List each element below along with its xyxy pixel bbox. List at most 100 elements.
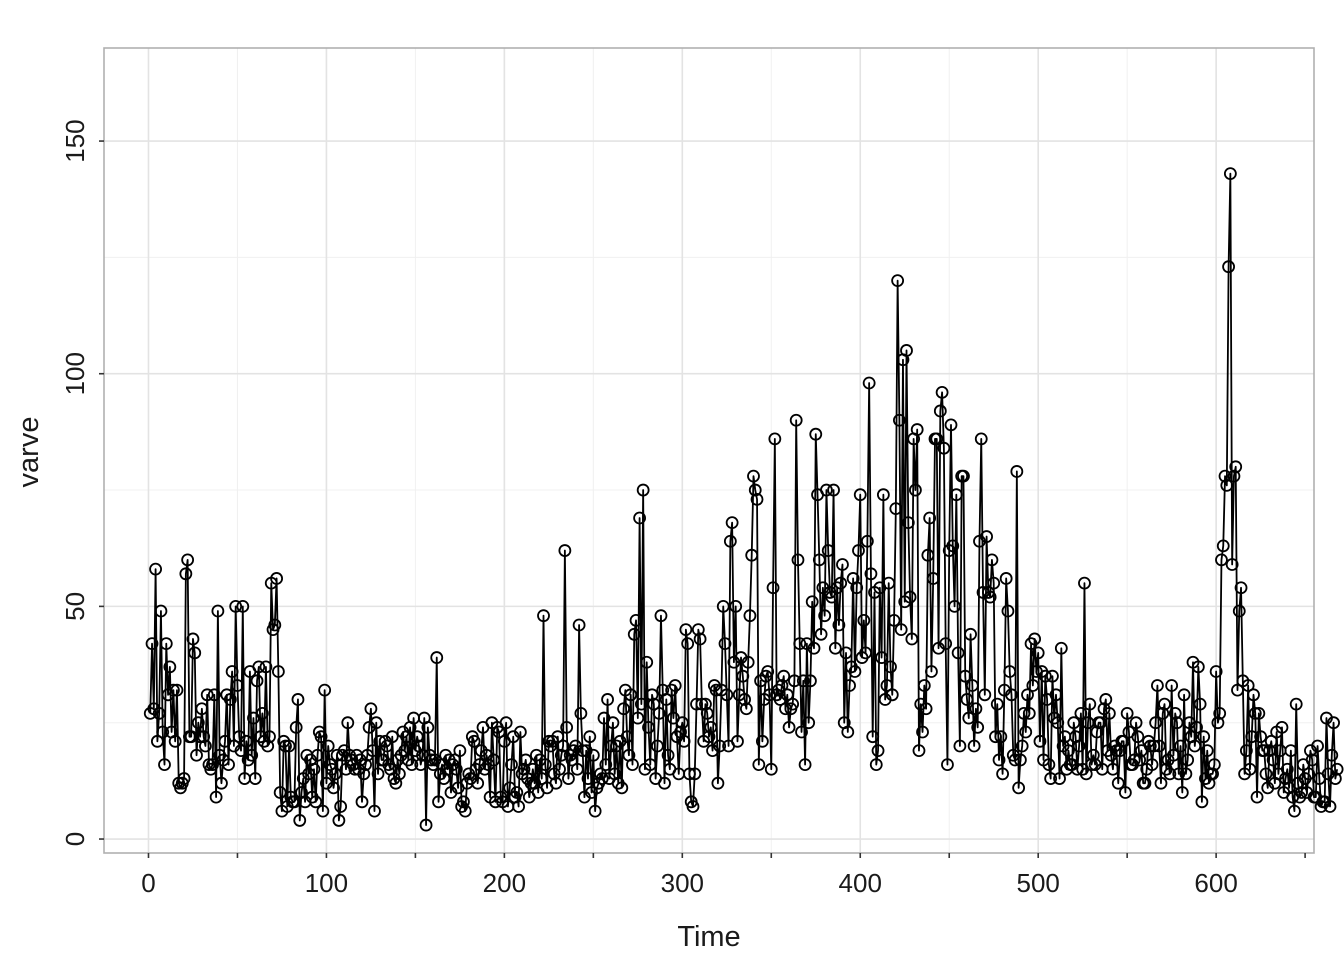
data-point (935, 385, 949, 399)
data-point (328, 767, 342, 781)
data-point (1149, 716, 1163, 730)
data-point (969, 702, 983, 716)
data-point (273, 786, 287, 799)
data-point (693, 632, 707, 646)
data-point (755, 734, 769, 748)
data-point (1072, 739, 1086, 753)
data-point (882, 576, 896, 590)
data-point (793, 637, 807, 651)
data-point (796, 674, 810, 688)
data-point (1227, 469, 1241, 483)
data-point (903, 590, 917, 604)
data-point (992, 753, 1006, 767)
data-point (291, 693, 305, 706)
data-point (1019, 725, 1033, 739)
data-point (1248, 707, 1262, 720)
data-point (1167, 748, 1180, 762)
data-point (634, 697, 648, 711)
data-point (916, 725, 929, 739)
data-point (562, 772, 575, 785)
data-point (1177, 688, 1191, 702)
data-point (492, 725, 506, 739)
data-point (1195, 795, 1209, 809)
data-point (327, 781, 340, 795)
data-point (1017, 707, 1031, 720)
data-point (1211, 716, 1225, 730)
data-point (828, 641, 842, 655)
data-point (827, 483, 840, 497)
data-point (448, 753, 461, 767)
x-tick-label: 200 (483, 868, 526, 898)
data-point (560, 720, 574, 734)
data-point (1245, 730, 1259, 744)
data-point (1231, 683, 1244, 697)
data-point (965, 679, 979, 692)
data-point (537, 609, 550, 623)
data-point (1074, 707, 1088, 720)
data-point (1003, 665, 1017, 678)
data-point (948, 599, 961, 613)
data-point (875, 651, 888, 664)
data-point (222, 758, 235, 771)
data-point (780, 688, 794, 702)
data-point (729, 599, 743, 613)
data-point (549, 776, 563, 790)
data-point (392, 767, 406, 781)
data-point (1206, 767, 1219, 781)
data-point (259, 660, 273, 674)
data-point (958, 669, 972, 683)
data-point (239, 734, 253, 748)
data-point (775, 679, 789, 692)
data-point (505, 758, 518, 771)
data-point (962, 711, 976, 725)
data-point (1327, 716, 1340, 730)
x-axis-title: Time (677, 921, 740, 953)
data-point (647, 697, 661, 711)
data-point (1022, 707, 1036, 720)
data-point (885, 688, 899, 702)
data-point (720, 688, 734, 702)
data-point (261, 739, 275, 753)
data-point (512, 800, 525, 813)
data-point (836, 558, 849, 571)
data-point (791, 553, 805, 567)
data-point (1305, 753, 1319, 767)
data-point (1014, 753, 1027, 767)
data-point (1145, 758, 1159, 771)
data-point (1328, 772, 1342, 785)
data-point (900, 344, 913, 357)
data-point (839, 646, 853, 660)
data-point (677, 734, 691, 748)
data-point (355, 795, 369, 809)
data-point (893, 413, 906, 427)
data-point (524, 776, 538, 790)
data-point (857, 613, 871, 627)
data-point (366, 744, 380, 758)
data-point (1051, 716, 1065, 730)
data-point (1193, 697, 1207, 711)
data-point (229, 599, 243, 613)
data-point (1102, 707, 1116, 720)
data-point (158, 758, 171, 771)
data-point (987, 576, 1001, 590)
data-point (925, 665, 938, 678)
data-point (631, 711, 645, 725)
data-point (371, 767, 385, 781)
data-point (1021, 688, 1034, 702)
data-point (1067, 716, 1081, 730)
data-point (1325, 748, 1339, 762)
data-point (841, 725, 855, 739)
data-point (809, 427, 823, 441)
data-point (170, 683, 184, 697)
data-point (1008, 753, 1022, 767)
data-point (1012, 781, 1026, 795)
data-point (871, 744, 885, 758)
data-point (718, 637, 732, 651)
data-point (601, 693, 614, 706)
data-point (688, 767, 702, 781)
data-point (768, 432, 782, 446)
data-point (565, 753, 579, 767)
data-point (967, 739, 981, 753)
data-point (1054, 641, 1068, 655)
